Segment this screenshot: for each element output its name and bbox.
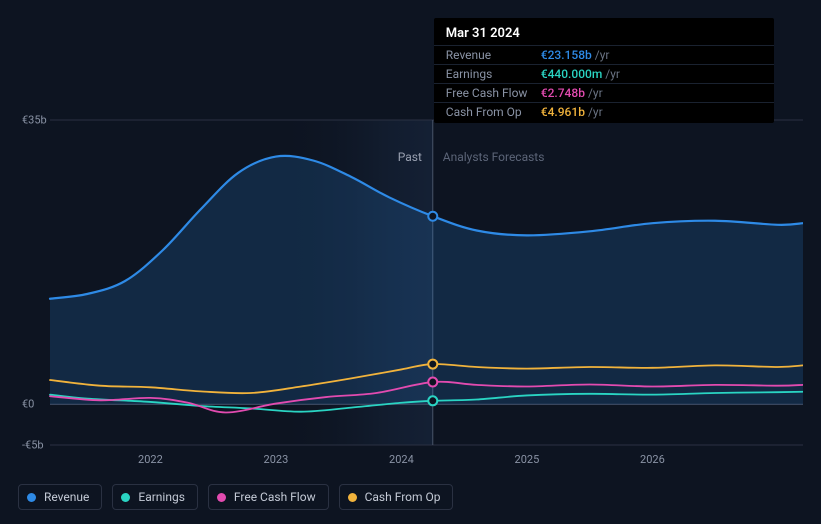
x-axis-label: 2024: [389, 453, 414, 466]
tooltip-row: Cash From Op€4.961b/yr: [434, 102, 774, 121]
legend-dot: [348, 493, 357, 502]
x-axis-label: 2026: [640, 453, 665, 466]
tooltip-unit: /yr: [588, 86, 603, 100]
legend-label: Free Cash Flow: [234, 490, 316, 504]
legend-item[interactable]: Earnings: [112, 484, 198, 510]
chart-legend: Revenue Earnings Free Cash Flow Cash From O…: [18, 484, 453, 510]
tooltip-value: €23.158b: [541, 48, 592, 62]
legend-label: Earnings: [138, 490, 185, 504]
tooltip-row: Earnings€440.000m/yr: [434, 64, 774, 83]
tooltip-label: Revenue: [446, 48, 541, 62]
y-axis-label: €35b: [22, 114, 47, 127]
section-label-past: Past: [398, 150, 422, 164]
tooltip-unit: /yr: [588, 105, 603, 119]
section-label-forecast: Analysts Forecasts: [443, 150, 545, 164]
tooltip-unit: /yr: [605, 67, 620, 81]
legend-item[interactable]: Free Cash Flow: [208, 484, 329, 510]
tooltip-row: Free Cash Flow€2.748b/yr: [434, 83, 774, 102]
x-axis-label: 2025: [515, 453, 540, 466]
x-axis-label: 2022: [138, 453, 163, 466]
tooltip-label: Free Cash Flow: [446, 86, 541, 100]
tooltip-label: Cash From Op: [446, 105, 541, 119]
x-axis-label: 2023: [264, 453, 289, 466]
chart-tooltip: Mar 31 2024 Revenue€23.158b/yrEarnings€4…: [434, 18, 774, 123]
tooltip-label: Earnings: [446, 67, 541, 81]
tooltip-value: €440.000m: [541, 67, 603, 81]
tooltip-value: €2.748b: [541, 86, 585, 100]
tooltip-value: €4.961b: [541, 105, 585, 119]
y-axis-label: €0: [22, 398, 34, 411]
legend-dot: [121, 493, 130, 502]
legend-dot: [217, 493, 226, 502]
legend-item[interactable]: Cash From Op: [339, 484, 454, 510]
legend-label: Revenue: [44, 490, 89, 504]
legend-item[interactable]: Revenue: [18, 484, 102, 510]
tooltip-unit: /yr: [595, 48, 610, 62]
tooltip-row: Revenue€23.158b/yr: [434, 45, 774, 64]
y-axis-label: -€5b: [22, 439, 44, 452]
tooltip-title: Mar 31 2024: [434, 22, 774, 45]
legend-dot: [27, 493, 36, 502]
legend-label: Cash From Op: [365, 490, 441, 504]
chart-area: Past Analysts Forecasts Mar 31 2024 Reve…: [18, 0, 803, 470]
